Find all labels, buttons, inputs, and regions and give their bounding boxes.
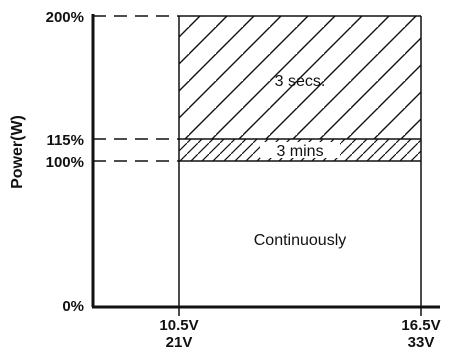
region-label-continuously: Continuously bbox=[254, 232, 347, 249]
y-tick-label-0: 0% bbox=[62, 298, 84, 315]
x-tick-label-right-line1: 16.5V bbox=[401, 317, 440, 334]
x-tick-label-left-line1: 10.5V bbox=[159, 317, 198, 334]
region-label-3-mins: 3 mins bbox=[276, 143, 323, 160]
y-tick-label-115: 115% bbox=[46, 132, 84, 149]
y-tick-label-100: 100% bbox=[46, 154, 84, 171]
x-tick-label-left-line2: 21V bbox=[166, 334, 193, 351]
y-axis-label: Power(W) bbox=[9, 115, 26, 189]
region-label-3-secs: 3 secs. bbox=[275, 73, 326, 90]
x-tick-label-right-line2: 33V bbox=[408, 334, 435, 351]
y-tick-label-200: 200% bbox=[46, 9, 84, 26]
